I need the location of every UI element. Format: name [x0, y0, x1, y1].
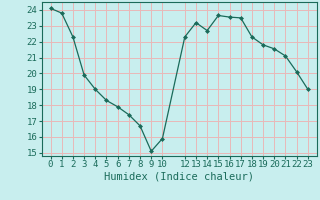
X-axis label: Humidex (Indice chaleur): Humidex (Indice chaleur) — [104, 172, 254, 182]
